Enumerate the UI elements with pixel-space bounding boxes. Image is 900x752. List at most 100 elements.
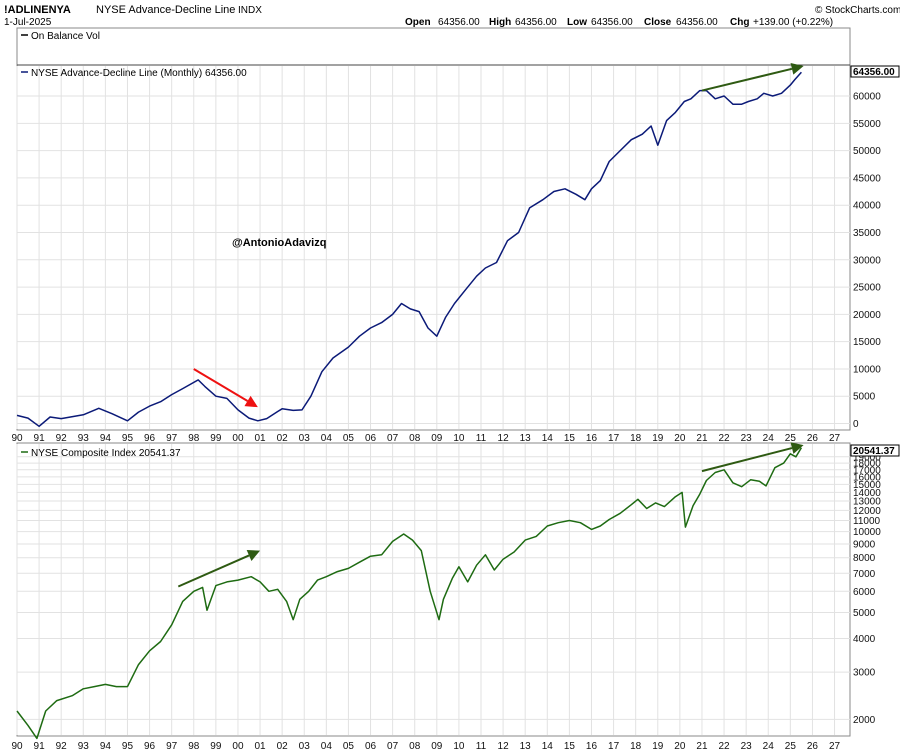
low-value: 64356.00 <box>591 17 633 28</box>
nyse-line-series <box>16 447 803 740</box>
nyse-y-tick-label: 16000 <box>853 472 881 483</box>
nyse-x-tick-label: 98 <box>188 741 200 752</box>
open-value: 64356.00 <box>438 17 480 28</box>
ad-x-tick-label: 12 <box>498 433 510 444</box>
nyse-y-tick-label: 14000 <box>853 488 881 499</box>
ad-x-tick-label: 00 <box>232 433 244 444</box>
nyse-x-tick-label: 13 <box>520 741 532 752</box>
ad-x-tick-label: 07 <box>387 433 399 444</box>
ad-y-tick-label: 45000 <box>853 173 881 184</box>
ad-x-tick-label: 22 <box>718 433 730 444</box>
ad-x-tick-label: 01 <box>254 433 266 444</box>
red-arrow-head <box>244 395 258 408</box>
nyse-y-tick-label: 13000 <box>853 497 881 508</box>
ad-x-tick-label: 19 <box>652 433 664 444</box>
ad-x-tick-label: 03 <box>299 433 311 444</box>
ad-x-tick-label: 24 <box>763 433 775 444</box>
nyse-x-tick-label: 92 <box>56 741 68 752</box>
nyse-y-tick-label: 8000 <box>853 553 876 564</box>
ad-x-tick-label: 02 <box>277 433 289 444</box>
ad-x-tick-label: 26 <box>807 433 819 444</box>
nyse-x-tick-label: 11 <box>476 741 487 752</box>
ad-x-tick-label: 95 <box>122 433 134 444</box>
ad-y-tick-label: 60000 <box>853 92 881 103</box>
ad-x-tick-label: 99 <box>210 433 222 444</box>
nyse-x-tick-label: 06 <box>365 741 377 752</box>
ad-x-tick-label: 05 <box>343 433 355 444</box>
nyse-x-tick-label: 18 <box>630 741 642 752</box>
ad-x-tick-label: 17 <box>608 433 620 444</box>
nyse-x-tick-label: 07 <box>387 741 399 752</box>
nyse-panel: 2000300040005000600070008000900010000110… <box>11 442 900 752</box>
ad-x-tick-label: 93 <box>78 433 90 444</box>
ad-x-tick-label: 94 <box>100 433 112 444</box>
nyse-green-arrow-2-head <box>790 442 804 454</box>
ad-y-tick-label: 55000 <box>853 119 881 130</box>
nyse-x-tick-label: 26 <box>807 741 819 752</box>
nyse-x-tick-label: 99 <box>210 741 222 752</box>
nyse-x-tick-label: 24 <box>763 741 775 752</box>
nyse-y-tick-label: 17000 <box>853 465 881 476</box>
ad-y-tick-label: 35000 <box>853 228 881 239</box>
ad-last-value: 64356.00 <box>853 67 895 78</box>
nyse-legend: NYSE Composite Index 20541.37 <box>31 448 181 459</box>
nyse-x-tick-label: 17 <box>608 741 620 752</box>
nyse-x-tick-label: 22 <box>718 741 730 752</box>
nyse-y-tick-label: 12000 <box>853 506 881 517</box>
ad-y-tick-label: 50000 <box>853 146 881 157</box>
chart-header: !ADLINENYA NYSE Advance-Decline Line IND… <box>4 4 900 28</box>
ad-y-tick-label: 30000 <box>853 255 881 266</box>
nyse-x-tick-label: 20 <box>674 741 686 752</box>
ad-green-arrow-shaft <box>701 67 793 92</box>
nyse-y-tick-label: 9000 <box>853 539 876 550</box>
nyse-x-tick-label: 01 <box>254 741 266 752</box>
chart-date: 1-Jul-2025 <box>4 17 52 28</box>
ad-legend: NYSE Advance-Decline Line (Monthly) 6435… <box>31 68 247 79</box>
nyse-x-tick-label: 00 <box>232 741 244 752</box>
nyse-y-tick-label: 18000 <box>853 459 881 470</box>
nyse-last-value: 20541.37 <box>853 446 895 457</box>
ad-x-tick-label: 14 <box>542 433 554 444</box>
ad-y-tick-label: 0 <box>853 419 859 430</box>
ad-x-tick-label: 04 <box>321 433 333 444</box>
ad-x-tick-label: 90 <box>11 433 23 444</box>
ad-y-tick-label: 5000 <box>853 392 876 403</box>
ad-green-arrow-head <box>790 62 804 75</box>
nyse-x-tick-label: 16 <box>586 741 598 752</box>
obv-legend: On Balance Vol <box>31 31 100 42</box>
ad-x-tick-label: 98 <box>188 433 200 444</box>
ad-y-tick-label: 25000 <box>853 283 881 294</box>
watermark: @AntonioAdavizq <box>232 237 326 249</box>
exchange: INDX <box>238 5 262 16</box>
ad-x-tick-label: 20 <box>674 433 686 444</box>
nyse-x-tick-label: 93 <box>78 741 90 752</box>
nyse-x-tick-label: 03 <box>299 741 311 752</box>
nyse-y-tick-label: 4000 <box>853 634 876 645</box>
nyse-y-tick-label: 6000 <box>853 587 876 598</box>
ad-y-tick-label: 20000 <box>853 310 881 321</box>
ad-y-tick-label: 40000 <box>853 201 881 212</box>
nyse-x-tick-label: 05 <box>343 741 355 752</box>
ad-x-tick-label: 09 <box>431 433 443 444</box>
nyse-x-tick-label: 15 <box>564 741 576 752</box>
high-label: High <box>489 17 511 28</box>
chg-label: Chg <box>730 17 749 28</box>
brand-logo: © StockCharts.com <box>815 5 900 16</box>
ad-x-tick-label: 27 <box>829 433 841 444</box>
nyse-green-arrow-1-head <box>246 549 261 561</box>
nyse-green-arrow-2-shaft <box>701 447 793 473</box>
nyse-y-tick-label: 15000 <box>853 480 881 491</box>
ad-x-tick-label: 18 <box>630 433 642 444</box>
ad-y-tick-label: 10000 <box>853 364 881 375</box>
ad-x-tick-label: 23 <box>741 433 753 444</box>
nyse-x-tick-label: 08 <box>409 741 421 752</box>
red-arrow-shaft <box>193 368 249 402</box>
nyse-x-tick-label: 27 <box>829 741 841 752</box>
obv-panel: On Balance Vol <box>16 27 851 66</box>
symbol-name: NYSE Advance-Decline Line <box>96 4 235 16</box>
nyse-x-tick-label: 10 <box>453 741 465 752</box>
close-label: Close <box>644 17 672 28</box>
nyse-x-tick-label: 91 <box>34 741 46 752</box>
nyse-y-tick-label: 7000 <box>853 569 876 580</box>
